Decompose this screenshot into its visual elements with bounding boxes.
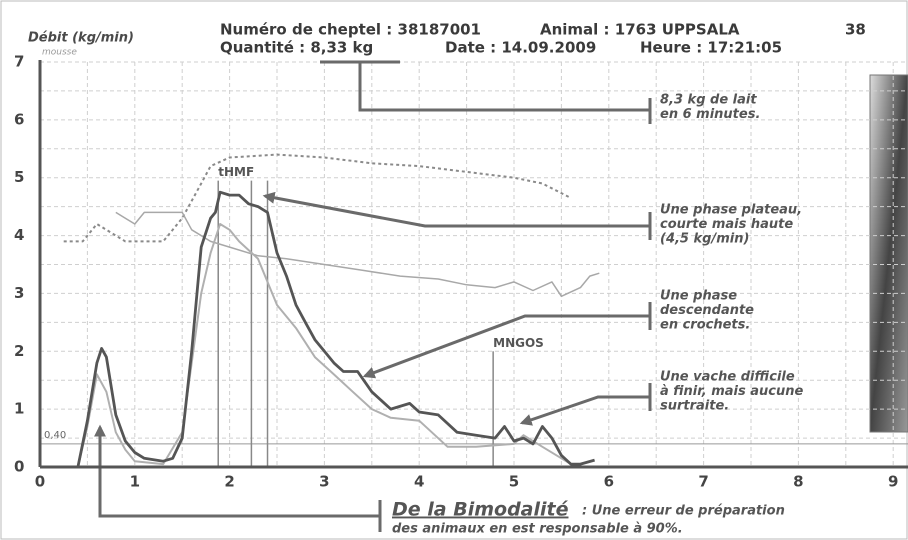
marker-label: tHMF xyxy=(218,165,254,179)
annotation: en crochets. xyxy=(660,318,750,333)
annotation: descendante xyxy=(660,303,754,318)
x-tick-label: 0 xyxy=(35,473,45,491)
annotation: à finir, mais aucune xyxy=(660,384,803,399)
connector xyxy=(360,62,650,110)
frame xyxy=(1,1,907,539)
x-tick-label: 2 xyxy=(224,473,234,491)
y-tick-label: 3 xyxy=(14,284,24,302)
chart: 0,40 tHMF MNGOS Numéro de cheptel : 381870… xyxy=(0,0,908,540)
y-tick-label: 5 xyxy=(14,168,24,186)
animal: Animal : 1763 UPPSALA xyxy=(540,21,740,39)
grid xyxy=(40,62,908,467)
quantity: Quantité : 8,33 kg xyxy=(220,39,373,57)
arrow xyxy=(265,196,650,226)
header-extra: 38 xyxy=(845,21,866,39)
x-tick-label: 8 xyxy=(793,473,803,491)
photo xyxy=(870,75,908,432)
annotation: courte mais haute xyxy=(660,217,793,232)
date: Date : 14.09.2009 xyxy=(445,39,596,57)
x-tick-label: 9 xyxy=(888,473,898,491)
footer-title: De la Bimodalité xyxy=(392,499,569,521)
y-label: Débit (kg/min) xyxy=(28,31,134,46)
threshold-label: 0,40 xyxy=(44,430,66,441)
annotation: Une phase xyxy=(660,289,737,304)
x-tick-label: 3 xyxy=(319,473,329,491)
y-tick-label: 2 xyxy=(14,342,24,360)
y-tick-label: 1 xyxy=(14,400,24,418)
x-tick-label: 7 xyxy=(698,473,708,491)
footer-text: : Une erreur de préparation xyxy=(582,504,785,519)
plot: 0,40 tHMF MNGOS xyxy=(40,155,908,467)
annotation: 8,3 kg de lait xyxy=(660,93,757,108)
x-tick-label: 5 xyxy=(509,473,519,491)
footer-text: des animaux en est responsable à 90%. xyxy=(392,522,683,537)
time: Heure : 17:21:05 xyxy=(640,39,782,57)
y-sublabel: mousse xyxy=(42,48,77,58)
x-tick-label: 4 xyxy=(414,473,424,491)
y-tick-label: 7 xyxy=(14,53,24,71)
series-line xyxy=(64,155,571,242)
annotation: Une phase plateau, xyxy=(660,203,802,218)
y-tick-label: 4 xyxy=(14,226,24,244)
annotation: en 6 minutes. xyxy=(660,107,760,122)
x-tick-label: 6 xyxy=(604,473,614,491)
annotation: (4,5 kg/min) xyxy=(660,232,749,247)
series-line xyxy=(78,192,595,467)
herd: Numéro de cheptel : 38187001 xyxy=(220,21,481,39)
arrow xyxy=(100,427,380,516)
x-tick-label: 1 xyxy=(130,473,140,491)
annotation: surtraite. xyxy=(660,399,729,414)
y-tick-label: 6 xyxy=(14,110,24,128)
y-tick-label: 0 xyxy=(14,458,24,476)
marker-label: MNGOS xyxy=(493,336,544,350)
arrow xyxy=(522,397,650,423)
annotation: Une vache difficile xyxy=(660,370,795,385)
